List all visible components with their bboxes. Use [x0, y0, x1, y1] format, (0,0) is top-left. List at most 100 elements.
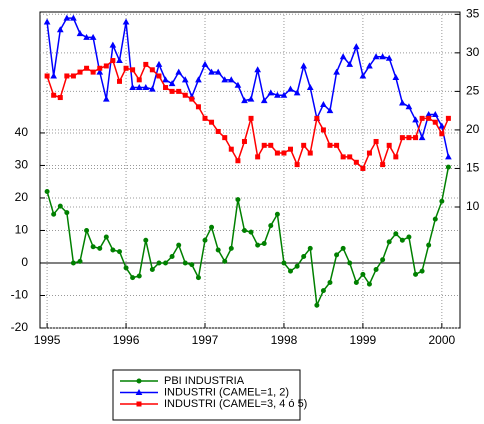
- marker: [110, 58, 116, 64]
- plot-frame: [39, 11, 461, 329]
- marker: [320, 127, 326, 133]
- marker: [64, 73, 70, 79]
- grid: [40, 12, 460, 329]
- marker: [385, 54, 393, 61]
- marker: [70, 73, 76, 79]
- marker: [208, 68, 215, 75]
- y2-tick-label: 25: [466, 84, 480, 98]
- marker: [379, 53, 386, 60]
- marker: [149, 266, 155, 272]
- marker: [148, 85, 156, 92]
- y2-tick-label: 20: [466, 122, 480, 136]
- marker: [215, 128, 221, 134]
- marker: [406, 135, 412, 141]
- marker: [70, 260, 76, 266]
- marker: [314, 302, 320, 308]
- marker: [169, 253, 175, 259]
- marker: [156, 73, 162, 79]
- marker: [301, 253, 307, 259]
- marker: [182, 92, 188, 98]
- marker: [195, 76, 202, 83]
- marker: [334, 252, 340, 258]
- marker: [214, 68, 222, 75]
- marker: [228, 146, 234, 152]
- marker: [110, 247, 116, 253]
- marker: [84, 65, 90, 71]
- y2-tick-label: 35: [466, 6, 480, 20]
- y2-tick-label: 15: [466, 161, 480, 175]
- marker: [373, 138, 379, 144]
- marker: [320, 100, 327, 107]
- marker: [162, 76, 169, 83]
- marker: [155, 60, 163, 67]
- marker: [439, 131, 445, 137]
- marker: [294, 263, 300, 269]
- marker: [445, 153, 452, 160]
- x-tick-label: 1996: [113, 333, 140, 347]
- marker: [288, 268, 293, 274]
- marker: [56, 26, 64, 33]
- marker: [51, 92, 57, 98]
- marker: [340, 154, 346, 160]
- marker: [327, 279, 333, 285]
- marker: [135, 84, 143, 91]
- marker: [122, 18, 130, 25]
- marker: [293, 89, 301, 96]
- marker: [300, 62, 308, 69]
- marker: [221, 76, 229, 83]
- marker: [301, 142, 307, 148]
- marker: [143, 237, 149, 243]
- marker: [70, 14, 77, 21]
- marker: [241, 97, 248, 104]
- marker: [50, 72, 58, 79]
- marker: [117, 249, 122, 255]
- marker: [228, 245, 234, 251]
- marker: [340, 245, 346, 251]
- marker: [393, 231, 399, 237]
- marker: [116, 57, 123, 64]
- marker: [241, 227, 247, 233]
- marker: [413, 135, 419, 141]
- marker: [327, 142, 333, 148]
- marker: [419, 268, 425, 274]
- y-tick-label: 30: [15, 158, 29, 172]
- marker: [89, 33, 97, 40]
- marker: [51, 211, 57, 217]
- marker: [63, 14, 71, 21]
- marker: [136, 401, 142, 407]
- marker: [359, 72, 367, 79]
- marker: [181, 76, 189, 83]
- marker: [267, 89, 275, 96]
- x-tick-label: 2000: [428, 333, 455, 347]
- marker: [255, 242, 261, 248]
- marker: [353, 279, 359, 285]
- marker: [215, 247, 221, 253]
- marker: [366, 281, 372, 287]
- marker: [202, 237, 208, 243]
- legend-label: INDUSTRI (CAMEL=1, 2): [164, 386, 289, 398]
- x-tick-label: 1999: [350, 333, 377, 347]
- marker: [445, 115, 451, 121]
- marker: [380, 257, 386, 263]
- marker: [255, 154, 261, 160]
- marker: [136, 273, 142, 279]
- marker: [386, 142, 392, 148]
- marker: [366, 150, 372, 156]
- marker: [399, 237, 405, 243]
- marker: [406, 234, 412, 240]
- marker: [306, 84, 314, 91]
- marker: [182, 260, 188, 266]
- marker: [412, 116, 419, 123]
- marker: [399, 99, 406, 106]
- marker: [195, 104, 201, 110]
- marker: [432, 119, 438, 125]
- series-line: [46, 17, 450, 158]
- marker: [373, 266, 379, 272]
- y-tick-label: -10: [11, 288, 29, 302]
- marker: [195, 275, 201, 281]
- marker: [202, 115, 208, 121]
- marker: [352, 43, 360, 50]
